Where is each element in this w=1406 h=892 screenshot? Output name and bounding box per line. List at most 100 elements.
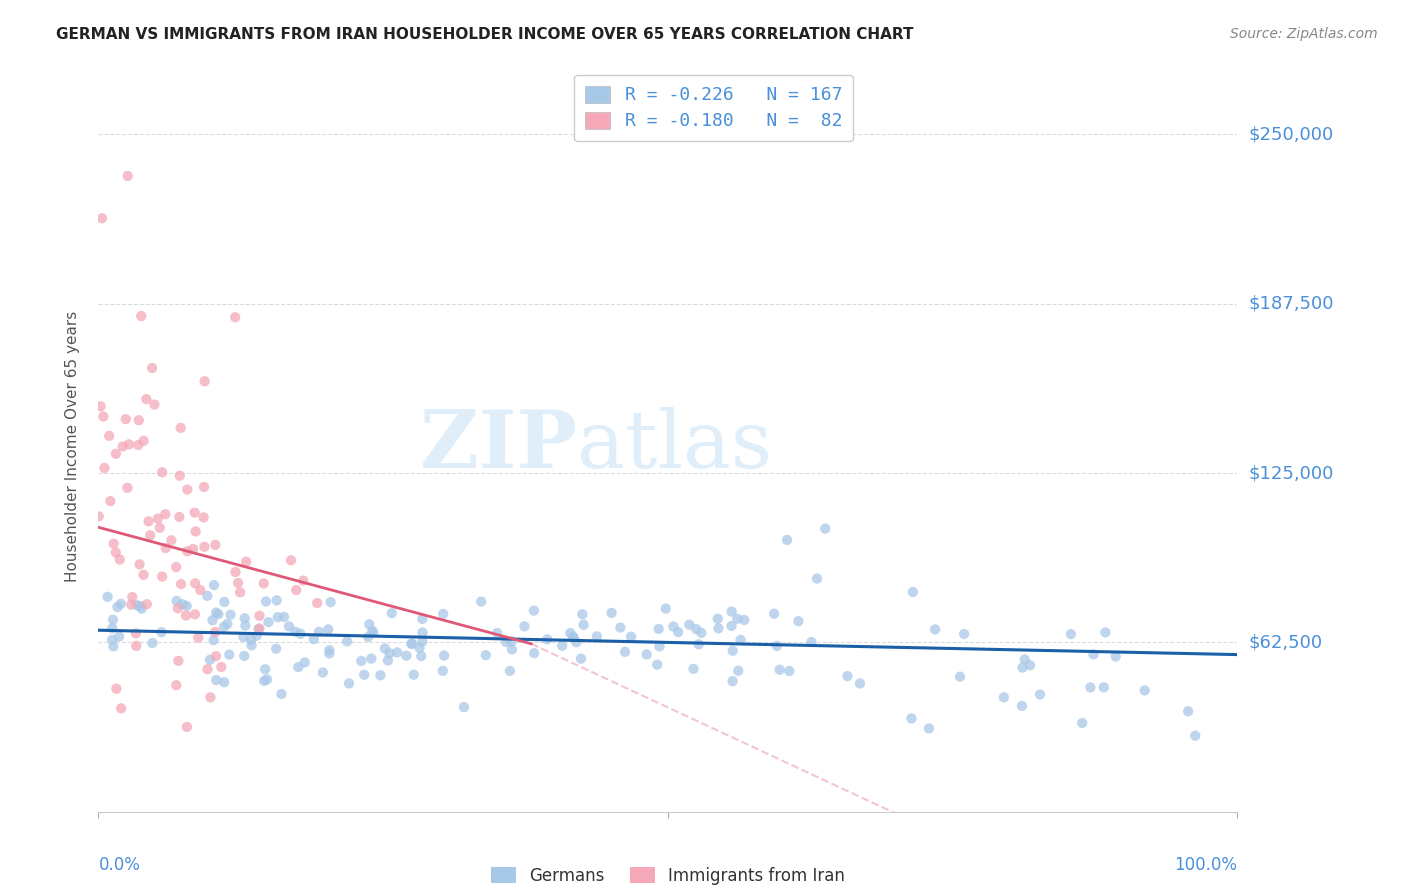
Point (1011, 660, 1033, 674)
Point (100, 494, 122, 508)
Point (103, 536, 125, 550)
Point (1133, 683, 1156, 698)
Point (768, 663, 790, 677)
Point (501, 642, 523, 657)
Point (107, 600, 129, 615)
Point (205, 673, 228, 687)
Point (1071, 716, 1094, 731)
Point (170, 577, 193, 591)
Point (682, 662, 704, 676)
Point (1011, 698, 1033, 713)
Point (132, 567, 155, 582)
Point (184, 576, 207, 591)
Point (486, 626, 509, 640)
Point (725, 612, 748, 626)
Point (1184, 729, 1206, 743)
Point (87, 509, 110, 524)
Point (128, 413, 150, 427)
Point (432, 607, 454, 621)
Point (609, 621, 631, 635)
Point (138, 514, 160, 528)
Point (569, 651, 592, 665)
Point (172, 597, 194, 611)
Text: $250,000: $250,000 (1249, 126, 1334, 144)
Point (150, 625, 173, 640)
Point (707, 621, 730, 635)
Point (690, 625, 713, 640)
Point (721, 644, 744, 658)
Point (1060, 627, 1083, 641)
Point (562, 631, 585, 645)
Point (353, 667, 375, 681)
Point (264, 641, 287, 656)
Point (655, 601, 678, 615)
Point (1029, 688, 1052, 702)
Point (117, 169, 139, 183)
Point (176, 483, 198, 497)
Point (585, 629, 607, 643)
Point (155, 541, 177, 555)
Point (814, 522, 837, 536)
Text: 100.0%: 100.0% (1174, 855, 1237, 873)
Point (110, 701, 132, 715)
Point (763, 607, 786, 621)
Point (374, 641, 396, 656)
Point (806, 572, 828, 586)
Point (1080, 681, 1102, 695)
Point (401, 637, 423, 651)
Point (167, 654, 190, 668)
Point (170, 421, 193, 435)
Point (247, 622, 270, 636)
Point (246, 629, 269, 643)
Point (536, 632, 558, 647)
Point (572, 617, 595, 632)
Point (350, 654, 373, 668)
Text: Source: ZipAtlas.com: Source: ZipAtlas.com (1230, 27, 1378, 41)
Text: 0.0%: 0.0% (98, 855, 141, 873)
Point (193, 510, 215, 524)
Text: atlas: atlas (576, 407, 772, 485)
Point (155, 507, 177, 521)
Point (127, 438, 149, 452)
Point (318, 646, 340, 660)
Point (370, 668, 392, 682)
Legend: Germans, Immigrants from Iran: Germans, Immigrants from Iran (484, 860, 852, 892)
Point (1092, 681, 1115, 695)
Point (499, 664, 522, 678)
Point (110, 597, 132, 611)
Point (249, 622, 271, 636)
Point (205, 649, 228, 664)
Point (93, 409, 115, 424)
Point (495, 635, 517, 649)
Point (377, 653, 399, 667)
Point (800, 635, 823, 649)
Point (292, 574, 315, 588)
Point (233, 618, 256, 632)
Point (408, 640, 430, 655)
Point (475, 648, 498, 663)
Point (117, 481, 139, 495)
Point (129, 599, 152, 613)
Point (565, 635, 588, 649)
Point (766, 639, 789, 653)
Point (357, 630, 380, 644)
Point (308, 624, 330, 639)
Point (636, 648, 658, 662)
Point (411, 612, 433, 626)
Point (176, 720, 198, 734)
Point (837, 669, 859, 683)
Point (787, 614, 810, 628)
Point (378, 646, 401, 660)
Point (204, 538, 226, 552)
Point (284, 624, 307, 639)
Point (131, 601, 153, 615)
Point (193, 480, 215, 494)
Point (359, 617, 381, 632)
Point (141, 361, 163, 376)
Point (273, 610, 295, 624)
Point (733, 613, 755, 627)
Point (678, 617, 700, 632)
Point (198, 653, 221, 667)
Point (135, 597, 157, 611)
Point (249, 608, 271, 623)
